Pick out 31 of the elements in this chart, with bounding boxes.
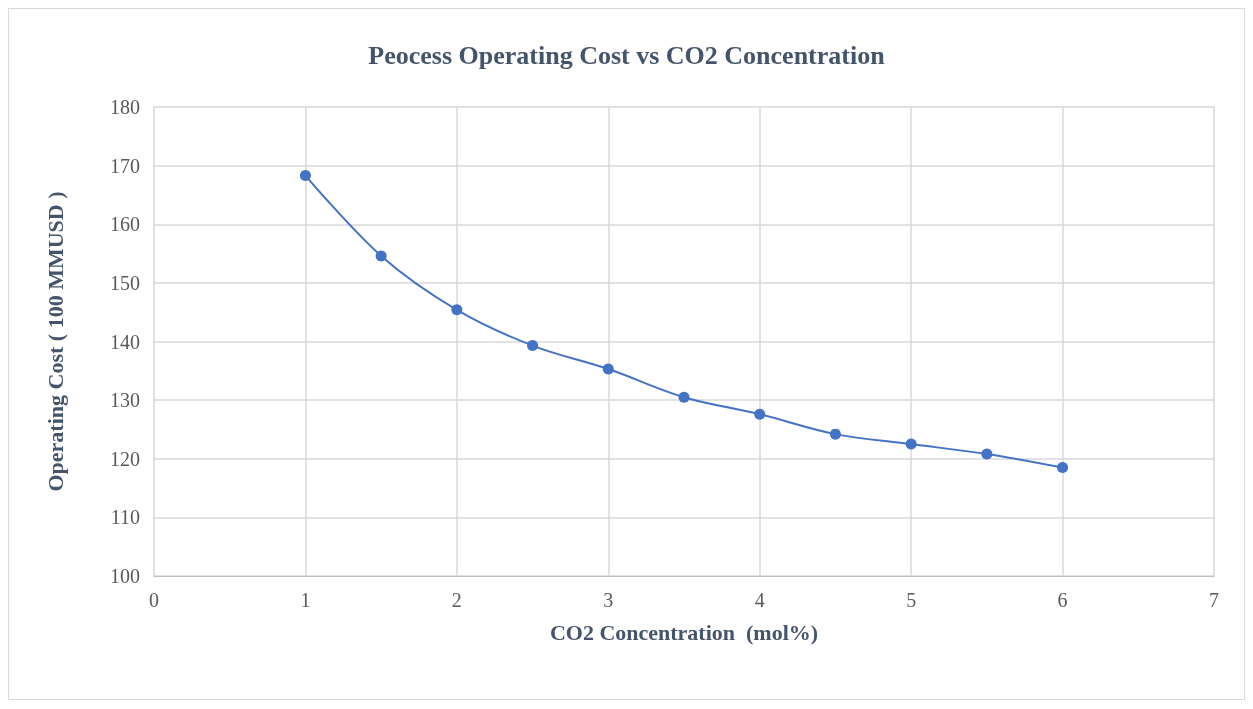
point xyxy=(829,428,841,440)
y-tick-label: 130 xyxy=(110,389,140,412)
x-axis-title: CO2 Concentration (mol%) xyxy=(549,619,819,645)
point xyxy=(527,340,539,352)
x-tick-label: 7 xyxy=(1209,589,1219,611)
y-tick-label: 180 xyxy=(110,96,140,118)
y-tick-label: 120 xyxy=(110,447,140,470)
point xyxy=(1057,462,1069,474)
point xyxy=(451,304,463,316)
point xyxy=(905,438,917,450)
x-tick-label: 5 xyxy=(906,589,917,611)
x-tick-label: 1 xyxy=(300,589,311,611)
y-axis-title: Operating Cost ( 100 MMUSD ) xyxy=(42,191,68,492)
point xyxy=(678,391,690,403)
y-tick-label: 170 xyxy=(110,154,140,177)
y-tick-label: 160 xyxy=(110,213,140,236)
point xyxy=(602,363,614,375)
point xyxy=(981,448,993,460)
y-tick-label: 100 xyxy=(110,565,140,587)
point xyxy=(754,408,766,420)
y-tick-label: 140 xyxy=(110,330,140,353)
x-tick-label: 2 xyxy=(451,589,462,611)
y-tick-label: 150 xyxy=(110,271,140,294)
x-tick-label: 4 xyxy=(754,589,765,611)
x-tick-label: 6 xyxy=(1057,589,1068,611)
x-tick-label: 3 xyxy=(603,589,614,611)
point xyxy=(299,170,311,182)
x-tick-label: 0 xyxy=(149,589,159,611)
chart-title: Peocess Operating Cost vs CO2 Concentration xyxy=(368,40,886,70)
y-tick-label: 110 xyxy=(110,506,140,529)
point xyxy=(375,250,387,262)
